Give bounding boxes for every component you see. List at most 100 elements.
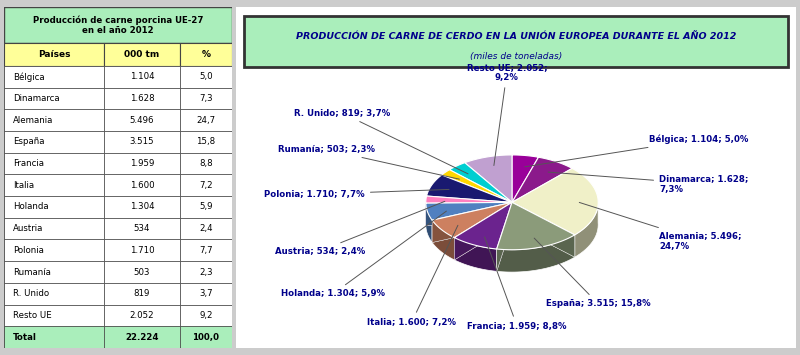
Polygon shape [426,196,512,203]
FancyBboxPatch shape [4,218,104,240]
Text: 2,3: 2,3 [199,268,213,277]
FancyBboxPatch shape [4,283,104,305]
Polygon shape [512,202,574,257]
Text: PRODUCCIÓN DE CARNE DE CERDO EN LA UNIÓN EUROPEA DURANTE EL AÑO 2012: PRODUCCIÓN DE CARNE DE CERDO EN LA UNIÓN… [296,32,736,40]
FancyBboxPatch shape [179,131,232,153]
Text: 1.959: 1.959 [130,159,154,168]
FancyBboxPatch shape [104,240,179,261]
FancyBboxPatch shape [4,88,104,109]
FancyBboxPatch shape [104,153,179,174]
FancyBboxPatch shape [4,326,104,348]
FancyBboxPatch shape [179,261,232,283]
Text: R. Unido; 819; 3,7%: R. Unido; 819; 3,7% [294,109,468,174]
Text: 1.104: 1.104 [130,72,154,81]
Text: Austria; 534; 2,4%: Austria; 534; 2,4% [274,201,445,256]
FancyBboxPatch shape [104,326,179,348]
Polygon shape [454,202,512,249]
Text: 1.628: 1.628 [130,94,154,103]
Text: 503: 503 [134,268,150,277]
FancyBboxPatch shape [4,7,232,348]
FancyBboxPatch shape [4,174,104,196]
Text: 8,8: 8,8 [199,159,213,168]
Text: 22.224: 22.224 [125,333,158,342]
Polygon shape [450,163,512,202]
Text: 24,7: 24,7 [196,116,215,125]
Text: 7,3: 7,3 [199,94,213,103]
Text: 5,0: 5,0 [199,72,213,81]
FancyBboxPatch shape [179,66,232,88]
FancyBboxPatch shape [104,174,179,196]
FancyBboxPatch shape [104,43,179,66]
Polygon shape [426,202,512,220]
FancyBboxPatch shape [104,66,179,88]
Text: Austria: Austria [13,224,43,233]
Polygon shape [454,202,512,260]
Text: Producción de carne porcina UE-27
en el año 2012: Producción de carne porcina UE-27 en el … [33,15,203,35]
Text: Italia: Italia [13,181,34,190]
FancyBboxPatch shape [104,88,179,109]
Polygon shape [432,202,512,242]
Text: R. Unido: R. Unido [13,289,50,298]
Text: Alemania: Alemania [13,116,54,125]
Text: 5,9: 5,9 [199,202,213,212]
Text: Resto UE; 2.052;
9,2%: Resto UE; 2.052; 9,2% [466,63,547,165]
Text: Resto UE: Resto UE [13,311,52,320]
Text: Bélgica; 1.104; 5,0%: Bélgica; 1.104; 5,0% [525,135,748,167]
Polygon shape [454,237,497,271]
Polygon shape [426,175,512,202]
FancyBboxPatch shape [104,305,179,326]
Polygon shape [497,202,574,250]
Text: Bélgica: Bélgica [13,72,45,82]
FancyBboxPatch shape [179,153,232,174]
Polygon shape [426,202,512,225]
Polygon shape [512,168,598,235]
FancyBboxPatch shape [104,131,179,153]
Text: 15,8: 15,8 [196,137,215,147]
Text: 3.515: 3.515 [130,137,154,147]
Text: 7,2: 7,2 [199,181,213,190]
Polygon shape [454,202,512,260]
Text: Rumanía: Rumanía [13,268,51,277]
Text: 1.304: 1.304 [130,202,154,212]
Text: 5.496: 5.496 [130,116,154,125]
FancyBboxPatch shape [104,261,179,283]
FancyBboxPatch shape [179,326,232,348]
Text: Rumanía; 503; 2,3%: Rumanía; 503; 2,3% [278,145,459,179]
FancyBboxPatch shape [179,240,232,261]
FancyBboxPatch shape [179,43,232,66]
Polygon shape [574,200,598,257]
FancyBboxPatch shape [4,7,232,43]
FancyBboxPatch shape [179,283,232,305]
FancyBboxPatch shape [4,261,104,283]
Text: España: España [13,137,45,147]
Text: Italia; 1.600; 7,2%: Italia; 1.600; 7,2% [367,225,458,327]
Text: 2,4: 2,4 [199,224,213,233]
FancyBboxPatch shape [225,0,800,355]
Text: 100,0: 100,0 [192,333,219,342]
Text: Holanda; 1.304; 5,9%: Holanda; 1.304; 5,9% [282,211,446,298]
Text: Polonia; 1.710; 7,7%: Polonia; 1.710; 7,7% [264,190,449,199]
FancyBboxPatch shape [179,88,232,109]
Text: 1.710: 1.710 [130,246,154,255]
Polygon shape [432,220,454,260]
Polygon shape [497,202,512,271]
FancyBboxPatch shape [179,305,232,326]
Text: %: % [202,50,210,59]
Text: Total: Total [13,333,37,342]
Text: Dinamarca: Dinamarca [13,94,60,103]
Text: 7,7: 7,7 [199,246,213,255]
Text: 2.052: 2.052 [130,311,154,320]
Polygon shape [426,202,512,225]
Text: 9,2: 9,2 [199,311,213,320]
FancyBboxPatch shape [179,174,232,196]
FancyBboxPatch shape [179,218,232,240]
Text: (miles de toneladas): (miles de toneladas) [470,52,562,61]
Text: Holanda: Holanda [13,202,49,212]
Polygon shape [497,235,574,272]
FancyBboxPatch shape [4,196,104,218]
Text: Francia; 1.959; 8,8%: Francia; 1.959; 8,8% [467,237,567,331]
FancyBboxPatch shape [4,131,104,153]
Text: España; 3.515; 15,8%: España; 3.515; 15,8% [534,238,650,308]
FancyBboxPatch shape [4,109,104,131]
Polygon shape [512,157,572,202]
